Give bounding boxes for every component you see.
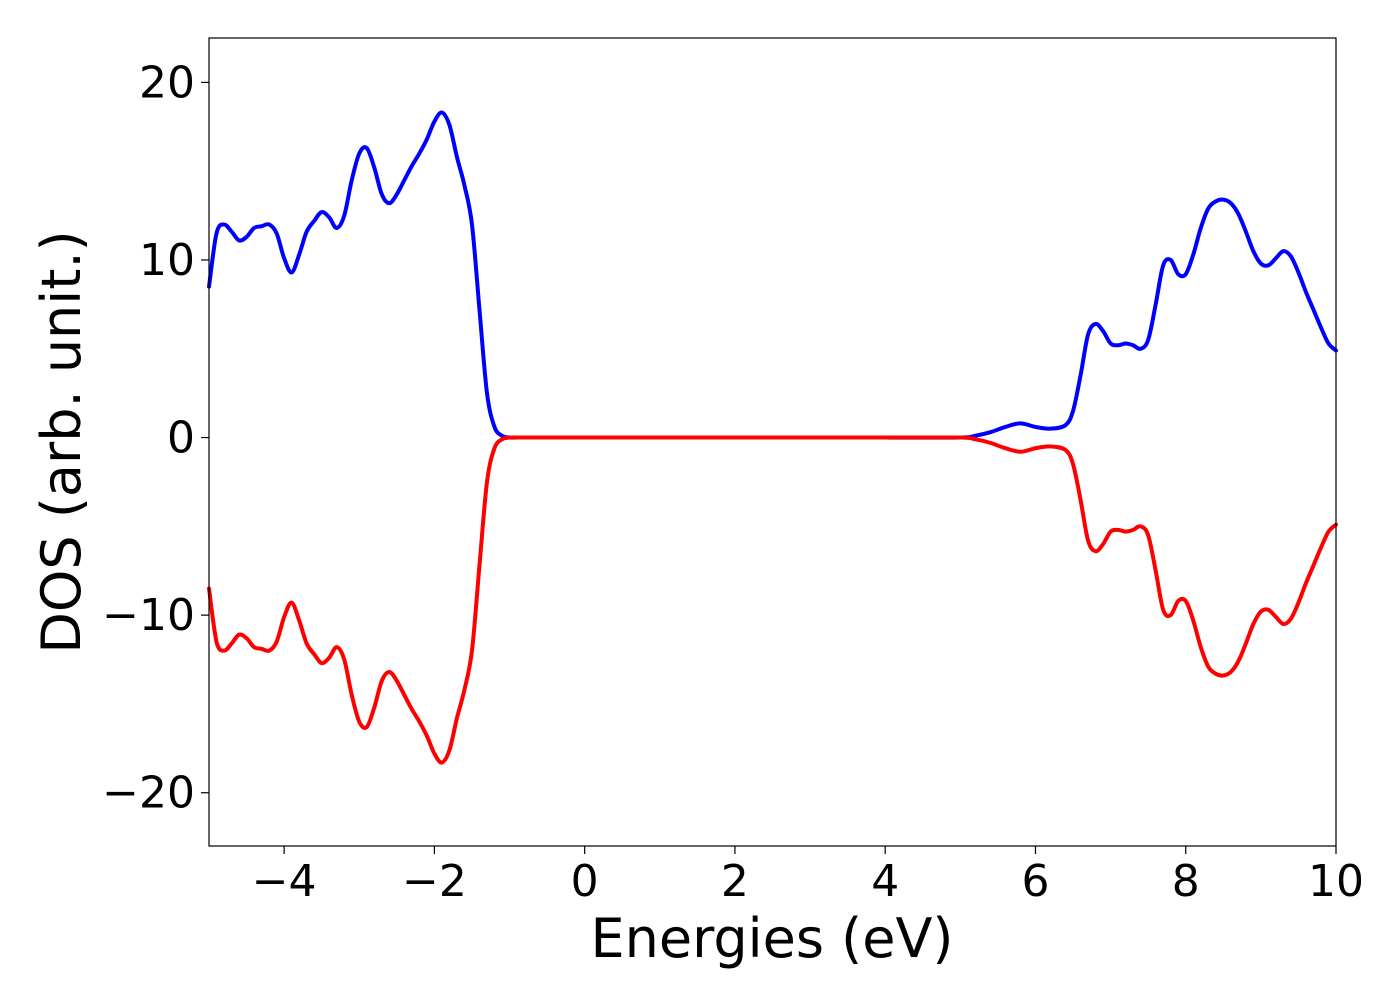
y-tick-label: −10	[102, 590, 195, 641]
x-tick-label: 10	[1308, 856, 1364, 907]
x-tick-label: 8	[1172, 856, 1200, 907]
x-tick-label: 0	[571, 856, 599, 907]
y-tick-label: 0	[167, 413, 195, 464]
series-line-1	[207, 435, 1338, 765]
y-tick-label: −20	[102, 768, 195, 819]
y-tick-label: 20	[139, 57, 195, 108]
x-tick-label: −4	[252, 856, 317, 907]
x-tick-label: 2	[721, 856, 749, 907]
series-line-0	[207, 110, 1338, 440]
plot-frame	[208, 37, 1337, 847]
x-tick-label: 4	[871, 856, 899, 907]
y-axis-label: DOS (arb. unit.)	[30, 230, 93, 653]
series-layer	[207, 110, 1338, 765]
x-tick-label: 6	[1021, 856, 1049, 907]
y-tick-label: 10	[139, 235, 195, 286]
x-tick-label: −2	[402, 856, 467, 907]
x-axis-label: Energies (eV)	[591, 907, 954, 970]
